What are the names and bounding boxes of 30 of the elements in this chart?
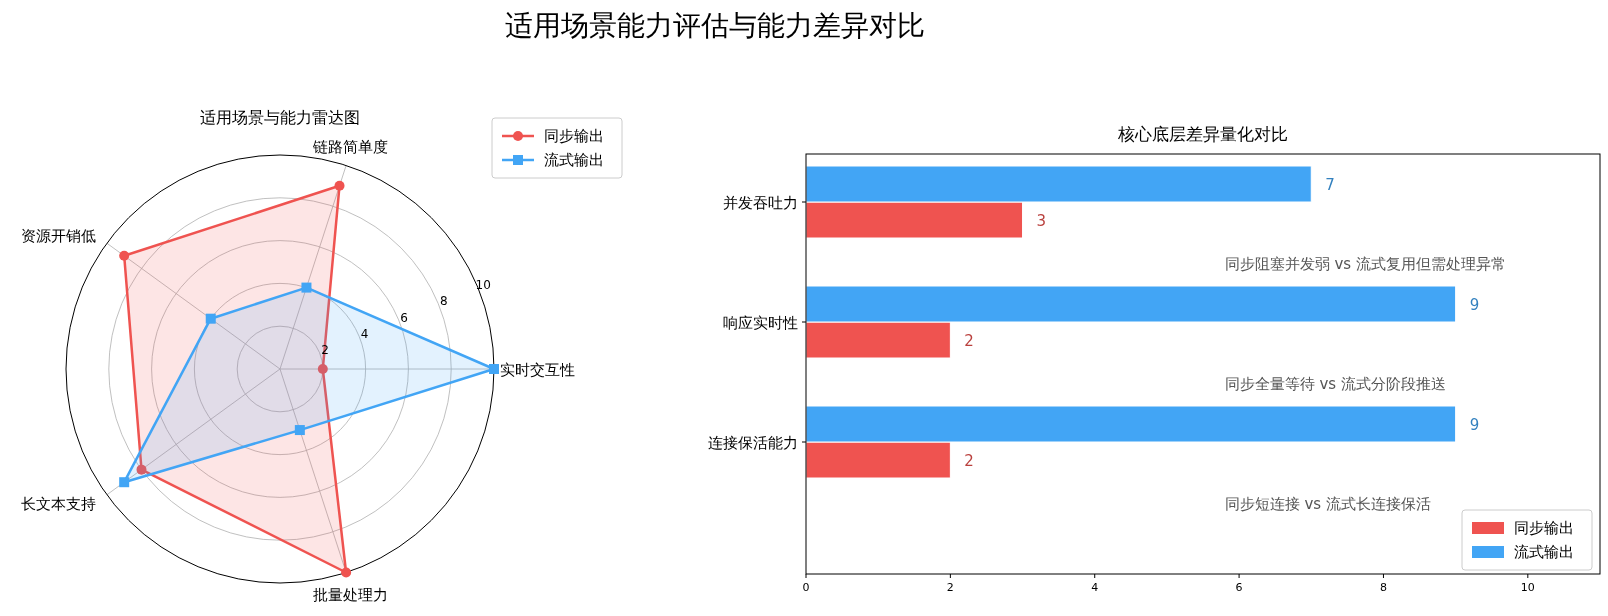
legend-label: 流式输出 [1514,543,1574,561]
chart-subtitle: 适用场景与能力雷达图 [200,108,360,127]
x-tick-label: 2 [946,581,954,594]
data-label: 2 [964,452,974,470]
x-tick-label: 10 [1520,581,1535,594]
y-tick-label: 连接保活能力 [708,434,798,452]
spoke-label: 链路简单度 [311,138,388,157]
legend-label: 同步输出 [1514,519,1574,537]
data-label: 3 [1036,212,1047,230]
y-tick-label: 并发吞吐力 [723,194,798,212]
data-label: 9 [1469,296,1480,314]
x-tick-label: 4 [1091,581,1099,594]
y-tick-label: 响应实时性 [723,314,798,332]
data-label: 7 [1325,176,1335,194]
x-tick-label: 0 [802,581,810,594]
data-label: 2 [964,332,974,350]
legend-label: 流式输出 [544,151,604,169]
spoke-label: 实时交互性 [500,361,575,379]
chart-title: 核心底层差异量化对比 [1117,124,1288,144]
annotation: 同步短连接 vs 流式长连接保活 [1224,495,1431,514]
x-tick-label: 6 [1235,581,1243,594]
spoke-label: 资源开销低 [20,226,96,245]
annotation: 同步全量等待 vs 流式分阶段推送 [1224,375,1446,394]
spoke-label: 批量处理力 [312,585,388,604]
spoke-label: 长文本支持 [20,495,96,514]
annotation: 同步阻塞并发弱 vs 流式复用但需处理异常 [1224,255,1506,274]
data-label: 9 [1469,416,1480,434]
x-tick-label: 8 [1379,581,1387,594]
text: 适用场景能力评估与能力差异对比 [505,9,925,42]
legend-label: 同步输出 [544,127,604,145]
